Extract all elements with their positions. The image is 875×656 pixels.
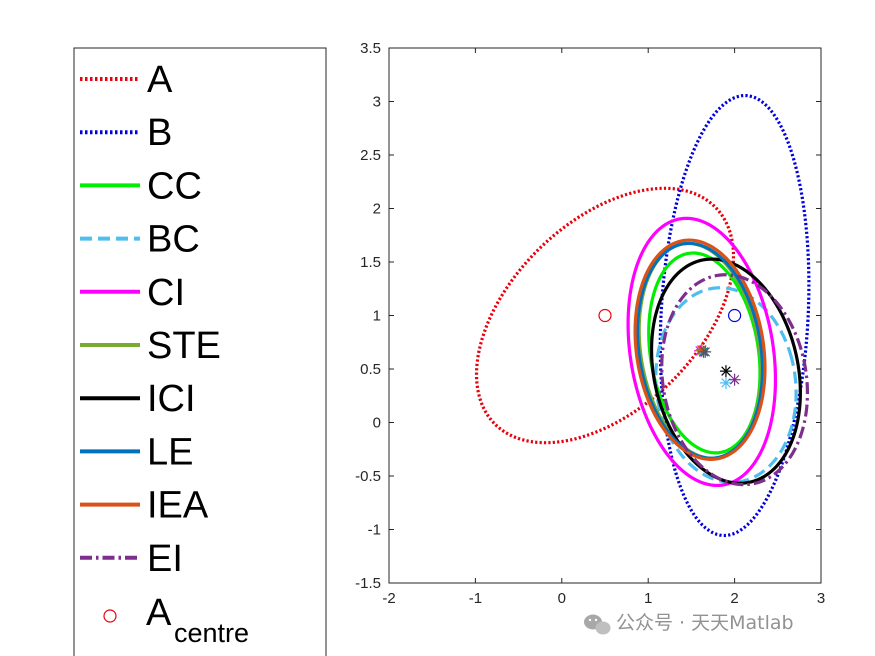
legend-entry-centre: A centre	[103, 592, 249, 648]
legend-entry-b: B	[80, 112, 172, 154]
center-marker-star-4	[728, 373, 741, 386]
legend-entry-iea: IEA	[80, 485, 209, 527]
y-tick-label: 1	[373, 308, 381, 325]
legend-label-ici: ICI	[147, 378, 196, 420]
x-tick-label: -2	[382, 590, 395, 607]
y-tick-label: 2.5	[360, 147, 381, 164]
y-tick-label: -1	[368, 522, 381, 539]
legend-label-b: B	[147, 112, 172, 154]
legend-label-a: A	[147, 59, 173, 101]
legend-label-ci: CI	[147, 272, 185, 314]
legend-entry-cc: CC	[80, 165, 202, 207]
center-marker-star-9	[699, 345, 712, 358]
legend-marker-centre	[103, 609, 117, 623]
center-marker-circle-1	[727, 308, 742, 323]
y-tick-label: -1.5	[355, 575, 381, 592]
legend-entry-le: LE	[80, 431, 193, 473]
legend-entry-bc: BC	[80, 219, 200, 261]
y-tick-label: 3.5	[360, 40, 381, 57]
x-tick-label: 3	[817, 590, 825, 607]
plot-area: -2 -1 0 1 2 3 -1.5 -1 -0.5 0 0.5 1 1.5 2 2.5 3 3.5	[355, 40, 825, 607]
legend-label-ste: STE	[147, 325, 221, 367]
series-ei-ellipse	[660, 273, 810, 487]
legend-entry-ei: EI	[80, 538, 183, 580]
legend-box	[73, 47, 327, 656]
x-tick-label: 0	[558, 590, 566, 607]
center-marker-star-2	[719, 365, 732, 378]
legend-label-centre: A	[146, 592, 172, 634]
wechat-icon	[584, 614, 611, 635]
series-iea-ellipse	[633, 238, 767, 461]
watermark-text: 公众号 · 天天Matlab	[616, 612, 794, 634]
legend-label-iea: IEA	[147, 485, 209, 527]
legend-label-bc: BC	[147, 219, 200, 261]
y-tick-label: 0	[373, 415, 381, 432]
x-tick-label: -1	[469, 590, 482, 607]
x-tick-label: 1	[644, 590, 652, 607]
y-tick-label: 0.5	[360, 361, 381, 378]
legend-label-ei: EI	[147, 538, 183, 580]
watermark: 公众号 · 天天Matlab	[584, 612, 794, 635]
legend-label-centre-sub: centre	[174, 618, 249, 648]
center-marker-star-3	[719, 376, 732, 389]
x-tick-label: 2	[730, 590, 738, 607]
y-tick-label: -0.5	[355, 468, 381, 485]
y-tick-label: 3	[373, 94, 381, 111]
series-bc-ellipse	[654, 286, 798, 484]
legend-entry-ici: ICI	[80, 378, 196, 420]
center-marker-star-8	[695, 343, 708, 356]
y-tick-label: 2	[373, 201, 381, 218]
legend-label-le: LE	[147, 431, 193, 473]
center-marker-circle-0	[598, 308, 612, 323]
legend-entry-ste: STE	[80, 325, 221, 367]
legend-entry-a: A	[80, 59, 173, 101]
series-ci-ellipse	[626, 216, 778, 488]
legend-label-cc: CC	[147, 165, 202, 207]
y-tick-label: 1.5	[360, 254, 381, 271]
legend-entry-ci: CI	[80, 272, 185, 314]
